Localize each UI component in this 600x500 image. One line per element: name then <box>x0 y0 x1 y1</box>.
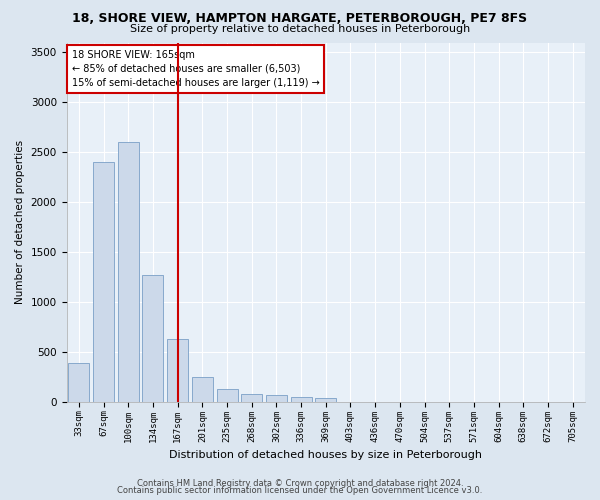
Bar <box>142 275 163 402</box>
Y-axis label: Number of detached properties: Number of detached properties <box>15 140 25 304</box>
Text: Size of property relative to detached houses in Peterborough: Size of property relative to detached ho… <box>130 24 470 34</box>
Bar <box>290 397 311 402</box>
Bar <box>167 339 188 402</box>
Bar <box>68 363 89 402</box>
Bar <box>241 394 262 402</box>
Text: 18, SHORE VIEW, HAMPTON HARGATE, PETERBOROUGH, PE7 8FS: 18, SHORE VIEW, HAMPTON HARGATE, PETERBO… <box>73 12 527 26</box>
Text: Contains public sector information licensed under the Open Government Licence v3: Contains public sector information licen… <box>118 486 482 495</box>
X-axis label: Distribution of detached houses by size in Peterborough: Distribution of detached houses by size … <box>169 450 482 460</box>
Bar <box>192 377 213 402</box>
Bar <box>93 162 114 402</box>
Bar <box>266 396 287 402</box>
Bar <box>118 142 139 402</box>
Bar <box>217 389 238 402</box>
Text: 18 SHORE VIEW: 165sqm
← 85% of detached houses are smaller (6,503)
15% of semi-d: 18 SHORE VIEW: 165sqm ← 85% of detached … <box>72 50 319 88</box>
Text: Contains HM Land Registry data © Crown copyright and database right 2024.: Contains HM Land Registry data © Crown c… <box>137 478 463 488</box>
Bar <box>315 398 336 402</box>
